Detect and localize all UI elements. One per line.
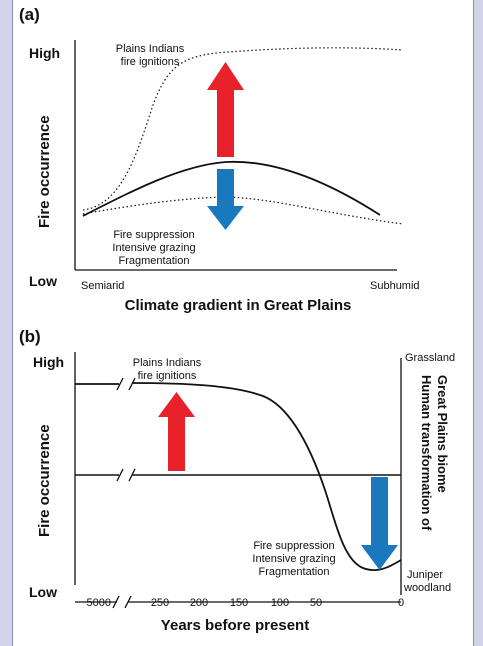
panel-a-y-title: Fire occurrence [36,115,53,228]
panel-a-lower-dotted-curve [82,196,404,225]
panel-a-upper-dotted-curve [82,47,404,211]
panel-a-x-left: Semiarid [81,280,124,292]
panel-a-lower-label-3: Fragmentation [119,255,190,267]
panel-a-down-arrow [207,169,244,230]
panel-b-y-low: Low [29,584,57,600]
panel-b-tick-250: 250 [151,597,169,609]
panel-a-up-arrow [207,62,244,157]
panel-a-x-right: Subhumid [370,280,420,292]
panel-b-tick-50: 50 [310,597,322,609]
panel-b-right-title-1: Human transformation of [419,375,434,531]
panel-b-y-title: Fire occurrence [36,424,53,537]
panel-a-y-high: High [29,45,60,61]
panel-a-upper-label-2: fire ignitions [121,56,180,68]
panel-b-fire-curve [131,382,402,572]
panel-b-down-arrow [361,477,398,570]
figure-svg: (a) High Low Fire occurrence Plains Indi… [19,5,455,634]
panel-b-upper-label-1: Plains Indians [133,357,202,369]
panel-b-tick-150: 150 [230,597,248,609]
panel-a: (a) High Low Fire occurrence Plains Indi… [19,5,420,314]
panel-b-upper-break-1 [116,377,124,391]
panel-b-y-high: High [33,354,64,370]
panel-b-tick-100: 100 [271,597,289,609]
panel-a-lower-label-2: Intensive grazing [112,242,195,254]
panel-a-y-low: Low [29,273,57,289]
panel-b: (b) High Low Fire occurrence 5000 250 20… [19,327,455,634]
panel-b-label: (b) [19,327,41,346]
panel-b-x-break-1 [112,595,120,609]
panel-b-upper-break-2 [128,377,136,391]
panel-b-mid-break-1 [116,468,124,482]
panel-b-tick-200: 200 [190,597,208,609]
panel-b-right-bottom-1: Juniper [407,569,443,581]
panel-b-lower-label-1: Fire suppression [253,540,334,552]
panel-b-upper-label-2: fire ignitions [138,370,197,382]
figure-frame: (a) High Low Fire occurrence Plains Indi… [12,0,474,646]
panel-a-current-curve [82,160,381,217]
panel-b-x-title: Years before present [161,617,309,634]
panel-a-x-title: Climate gradient in Great Plains [125,297,352,314]
panel-a-label: (a) [19,5,40,24]
panel-b-tick-5000: 5000 [87,597,111,609]
panel-b-lower-label-2: Intensive grazing [252,553,335,565]
panel-b-lower-label-3: Fragmentation [259,566,330,578]
panel-b-up-arrow [158,392,195,471]
panel-b-right-top: Grassland [405,352,455,364]
panel-b-tick-0: 0 [398,597,404,609]
panel-b-right-title-2: Great Plains biome [435,375,450,493]
panel-a-lower-label-1: Fire suppression [113,229,194,241]
panel-a-upper-label-1: Plains Indians [116,43,185,55]
panel-b-right-bottom-2: woodland [403,582,451,594]
